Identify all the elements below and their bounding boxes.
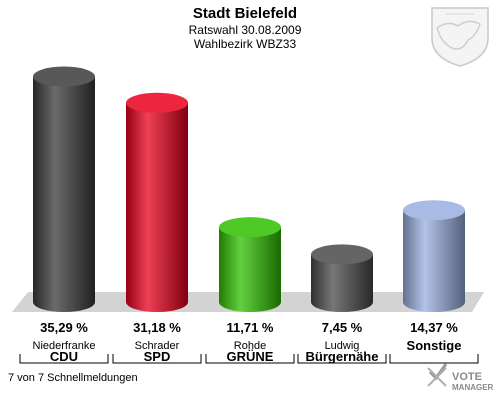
chart-district: Wahlbezirk WBZ33 — [194, 37, 297, 51]
category-bracket — [19, 354, 109, 364]
bar-cdu — [33, 66, 95, 313]
party-label: CDU — [50, 349, 78, 364]
category-bracket — [112, 354, 202, 364]
bar-body — [311, 254, 373, 312]
value-label: 14,37 % — [410, 320, 458, 335]
chart-title: Stadt Bielefeld — [193, 5, 297, 22]
candidate-label: Schrader — [135, 340, 180, 352]
reports-status: 7 von 7 Schnellmeldungen — [8, 372, 138, 384]
bar-bürgernähe — [311, 244, 373, 312]
bar-top — [403, 200, 465, 221]
coat-of-arms-icon — [431, 7, 489, 67]
bar-top — [219, 217, 281, 238]
bar-body — [33, 76, 95, 313]
candidate-label: Rohde — [234, 340, 266, 352]
bars-group — [33, 66, 465, 313]
bar-body — [403, 210, 465, 312]
value-label: 11,71 % — [227, 320, 274, 335]
category-bracket — [205, 354, 295, 364]
bar-body — [219, 227, 281, 312]
party-label: GRÜNE — [227, 349, 274, 364]
bar-spd — [126, 92, 188, 313]
category-bracket — [389, 354, 479, 364]
party-label: Sonstige — [407, 338, 462, 353]
value-label: 35,29 % — [40, 320, 88, 335]
bar-top — [311, 244, 373, 265]
bar-body — [126, 102, 188, 313]
bar-sonstige — [403, 200, 465, 312]
party-label: SPD — [144, 349, 171, 364]
chart-subtitle: Ratswahl 30.08.2009 — [189, 23, 302, 37]
value-label: 31,18 % — [133, 320, 181, 335]
bar-top — [33, 66, 95, 87]
category-bracket — [297, 354, 387, 364]
value-label: 7,45 % — [322, 320, 363, 335]
brand-line-1: VOTE — [452, 371, 482, 383]
candidate-label: Ludwig — [325, 340, 360, 352]
brand-line-2: MANAGER — [452, 383, 494, 392]
bar-top — [126, 92, 188, 113]
party-label: Bürgernähe — [306, 349, 379, 364]
bar-grüne — [219, 217, 281, 312]
vote-manager-logo: VOTE MANAGER — [427, 363, 494, 392]
candidate-label: Niederfranke — [33, 340, 96, 352]
